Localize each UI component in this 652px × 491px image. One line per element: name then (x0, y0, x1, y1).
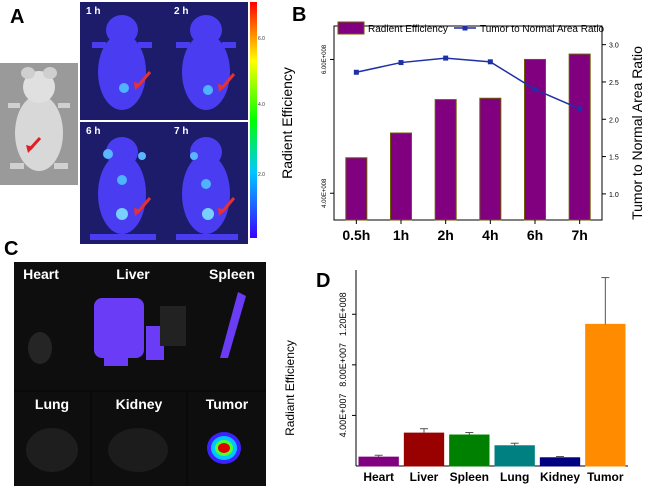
chart-b-y2-tick-label: 3.0 (609, 43, 619, 50)
time-label-7h: 7 h (174, 126, 189, 137)
organ-cell-kidney: Kidney (92, 392, 186, 486)
colorbar-gradient (250, 2, 257, 238)
chart-b-plot-frame (333, 25, 603, 221)
chart-b-x-tick-label: 7h (571, 227, 587, 243)
colorbar-tick-6: 6.0 (258, 36, 265, 42)
chart-b-y-tick-label: 6.00E+008 (322, 44, 328, 74)
organ-label-kidney: Kidney (115, 396, 163, 412)
chart-d-y-tick-label: 4.00E+007 (338, 394, 348, 438)
chart-b-bar-2h (434, 99, 457, 221)
chart-b-legend-line-label: Tumor to Normal Area Ratio (480, 24, 605, 35)
organ-image-grid: Heart Liver Spleen Lung Kidney Tumor (14, 262, 266, 486)
chart-b-x-tick-label: 4h (482, 227, 498, 243)
chart-b-y-tick-label: 4.00E+008 (322, 178, 328, 208)
chart-d-bar-lung (494, 445, 535, 467)
chart-b-y2-tick-label: 1.0 (609, 192, 619, 199)
chart-b: 0.5h 1h 2h 4h 6h 7h 4.00E+008 6.00E+008 1.0 1.5 2.… (279, 21, 645, 243)
chart-b-y2-tick-label: 2.5 (609, 80, 619, 87)
time-label-1h: 1 h (86, 6, 101, 17)
chart-d-x-tick-label: Liver (410, 470, 439, 484)
chart-d-bar-heart (358, 456, 399, 467)
organ-cell-tumor: Tumor (188, 392, 266, 486)
chart-b-ratio-line (356, 57, 580, 110)
chart-d-x-tick-label: Lung (500, 470, 529, 484)
kidney-image (108, 428, 168, 472)
colorbar-tick-2: 2.0 (258, 172, 265, 178)
fluorescence-frame-2h: 2 h (168, 2, 248, 120)
chart-b-bar-0.5h (345, 157, 368, 221)
organ-label-lung: Lung (34, 396, 70, 412)
time-label-6h: 6 h (86, 126, 101, 137)
mouse-fluorescence-6h (80, 122, 168, 244)
chart-d-bar-spleen (449, 434, 490, 467)
chart-b-bar-4h (479, 97, 502, 221)
chart-d: Heart Liver Spleen Lung Kidney Tumor 4.00E+007… (283, 270, 628, 484)
organ-cell-heart: Heart (14, 262, 68, 390)
chart-b-legend-bar-swatch (337, 21, 365, 35)
chart-b-ratio-point-2h (443, 55, 449, 61)
chart-b-y2-axis-label: Tumor to Normal Area Ratio (629, 46, 645, 220)
fluorescence-frame-1h: 1 h (80, 2, 168, 120)
chart-d-x-tick-label: Tumor (587, 470, 624, 484)
organ-cell-liver: Liver (68, 262, 198, 390)
chart-d-bar-liver (403, 432, 445, 467)
chart-b-y2-tick-label: 2.0 (609, 117, 619, 124)
fluorescence-frame-6h: 6 h (80, 122, 168, 244)
chart-d-x-tick-label: Spleen (450, 470, 489, 484)
chart-d-bar-tumor (585, 323, 626, 467)
colorbar: 6.0 4.0 2.0 (250, 2, 272, 238)
mouse-fluorescence-7h (168, 122, 248, 244)
chart-b-y2-tick-label: 1.5 (609, 155, 619, 162)
chart-d-bar-kidney (539, 457, 581, 467)
chart-d-x-tick-label: Kidney (540, 470, 580, 484)
chart-b-x-tick-label: 1h (393, 227, 409, 243)
organ-label-tumor: Tumor (205, 396, 249, 412)
whole-body-mouse-photo (0, 63, 78, 185)
chart-b-ratio-point-7h (577, 106, 583, 112)
chart-b-bar-7h (568, 53, 591, 221)
chart-d-y-tick-label: 8.00E+007 (338, 343, 348, 387)
chart-b-x-tick-label: 0.5h (342, 227, 370, 243)
tumor-image (207, 432, 241, 464)
mouse-fluorescence-2h (168, 2, 248, 120)
organ-cell-spleen: Spleen (198, 262, 266, 390)
mouse-silhouette (8, 67, 70, 171)
chart-b-ratio-point-4h (487, 59, 493, 65)
chart-b-legend-line-marker (462, 25, 468, 31)
chart-b-bar-6h (524, 58, 546, 221)
chart-b-ratio-point-0.5h (353, 69, 359, 75)
panel-c-letter: C (4, 238, 19, 260)
panel-a-letter: A (10, 6, 25, 28)
chart-b-x-tick-label: 2h (437, 227, 453, 243)
colorbar-tick-4: 4.0 (258, 102, 265, 108)
panel-d-letter: D (316, 270, 331, 292)
chart-b-x-tick-label: 6h (527, 227, 543, 243)
chart-b-ratio-point-1h (398, 60, 404, 66)
mouse-fluorescence-1h (80, 2, 168, 120)
liver-image (94, 298, 186, 366)
chart-b-y-axis-label: Radient Efficiency (279, 67, 295, 179)
chart-b-ratio-point-6h (532, 86, 538, 92)
panel-b-letter: B (292, 4, 307, 26)
organ-label-heart: Heart (23, 266, 59, 282)
organ-cell-lung: Lung (14, 392, 90, 486)
time-label-2h: 2 h (174, 6, 189, 17)
lung-image (26, 428, 78, 472)
organ-label-spleen: Spleen (209, 266, 255, 282)
organ-label-liver: Liver (116, 266, 150, 282)
chart-b-legend-bar-label: Radient Efficiency (368, 24, 448, 35)
spleen-image (220, 292, 246, 358)
chart-b-bar-1h (390, 132, 412, 221)
heart-image (28, 332, 52, 364)
chart-d-x-tick-label: Heart (363, 470, 394, 484)
chart-d-y-axis-label: Radiant Efficiency (283, 340, 297, 436)
fluorescence-frame-7h: 7 h (168, 122, 248, 244)
chart-d-y-tick-label: 1.20E+008 (338, 292, 348, 336)
